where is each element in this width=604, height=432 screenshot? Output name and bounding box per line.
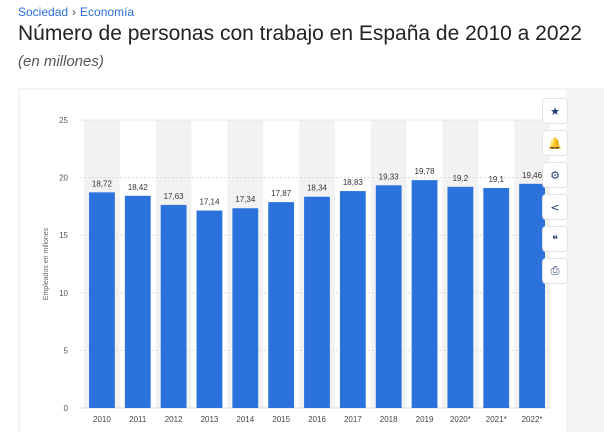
share-icon: < [550,200,560,214]
breadcrumb-separator: › [72,5,77,19]
x-tick-label: 2012 [165,415,183,424]
breadcrumb-link-sociedad[interactable]: Sociedad [18,5,69,19]
x-tick-label: 2021* [486,415,507,424]
share-button[interactable]: < [542,194,568,220]
gear-button[interactable]: ⚙ [542,162,568,188]
bar-value-label: 19,2 [453,174,469,183]
y-tick-label: 0 [64,404,69,413]
x-tick-label: 2018 [380,415,398,424]
bar [483,187,510,408]
bar-value-label: 18,83 [343,178,364,187]
bar [124,195,151,408]
bar-value-label: 19,33 [379,172,400,181]
quote-button[interactable]: ❝ [542,226,568,252]
page-subtitle: (en millones) [18,53,104,70]
print-button[interactable]: ⎙ [542,258,568,284]
print-icon: ⎙ [550,264,560,277]
bell-icon: 🔔 [548,136,562,150]
bar [339,191,366,408]
page-title: Número de personas con trabajo en España… [18,22,582,45]
chart-card: 0 5 10 15 20 25 Empleados en millones 18,72 2010… [18,88,604,432]
quote-icon: ❝ [552,232,558,246]
bar-value-label: 19,78 [415,167,436,176]
x-tick-label: 2019 [416,415,434,424]
bar [160,204,187,408]
breadcrumb-link-economia[interactable]: Economía [80,5,135,19]
bar-value-label: 18,72 [92,179,113,188]
x-tick-label: 2022* [522,415,543,424]
bar [447,186,474,408]
star-icon: ★ [550,104,560,118]
x-tick-label: 2011 [129,415,147,424]
x-tick-label: 2017 [344,415,362,424]
y-axis-label: Empleados en millones [43,227,50,300]
bar [375,185,402,408]
chart-toolbar: ★ 🔔 ⚙ < ❝ ⎙ [542,98,568,290]
bar [89,192,115,408]
bar-value-label: 17,87 [271,189,292,198]
x-tick-label: 2016 [308,415,326,424]
x-tick-label: 2014 [236,415,254,424]
y-tick-label: 10 [59,289,68,298]
bell-button[interactable]: 🔔 [542,130,568,156]
x-tick-label: 2013 [201,415,219,424]
bar-value-label: 17,14 [199,198,220,207]
bar-value-label: 18,42 [128,183,149,192]
x-tick-label: 2020* [450,415,471,424]
y-tick-label: 25 [59,116,68,125]
bar [304,196,330,408]
bar [232,208,259,408]
breadcrumb: Sociedad › Economía [18,5,134,19]
bar-chart: 0 5 10 15 20 25 Empleados en millones 18,72 2010… [43,116,550,424]
bar [519,183,545,408]
bar [268,202,295,408]
y-tick-label: 20 [59,174,68,183]
bar-value-label: 19,46 [522,171,543,180]
bar-value-label: 19,1 [488,175,504,184]
bar-value-label: 17,63 [164,192,185,201]
gear-icon: ⚙ [550,168,560,182]
star-button[interactable]: ★ [542,98,568,124]
chart-area: 0 5 10 15 20 25 Empleados en millones 18,72 2010… [20,90,566,432]
x-tick-label: 2015 [272,415,290,424]
y-tick-label: 5 [64,346,69,355]
x-tick-label: 2010 [93,415,111,424]
bar [196,210,223,408]
bar-value-label: 17,34 [235,195,256,204]
y-tick-label: 15 [59,231,68,240]
bar [411,180,438,408]
bar-value-label: 18,34 [307,184,328,193]
